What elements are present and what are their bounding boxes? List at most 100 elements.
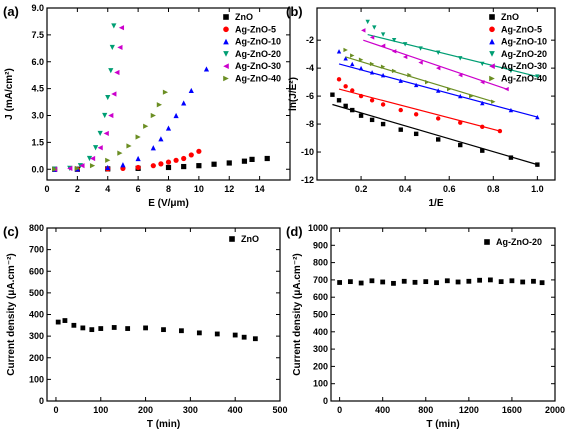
y-tick-label: 300 xyxy=(29,331,44,341)
data-point xyxy=(391,49,397,54)
legend-marker xyxy=(489,63,495,69)
y-tick-label: 800 xyxy=(29,223,44,233)
data-point xyxy=(480,124,485,130)
data-point xyxy=(491,99,496,104)
panel-label: (d) xyxy=(286,224,303,239)
data-point xyxy=(241,334,247,340)
y-tick-label: 200 xyxy=(313,361,328,371)
data-point xyxy=(336,98,342,103)
data-point xyxy=(361,28,366,33)
data-point xyxy=(126,143,132,149)
data-point xyxy=(380,32,386,37)
data-point xyxy=(108,112,114,119)
data-point xyxy=(434,280,439,286)
y-axis-title: Current density (μA.cm⁻²) xyxy=(6,253,17,376)
data-point xyxy=(520,279,526,285)
legend-label: Ag-ZnO-20 xyxy=(235,49,281,59)
data-point xyxy=(109,44,115,51)
x-tick-label: 400 xyxy=(228,405,243,415)
x-tick-label: 0 xyxy=(53,405,58,415)
x-tick-label: 1600 xyxy=(502,405,522,415)
data-point xyxy=(350,61,355,67)
data-point xyxy=(535,162,540,167)
y-tick-label: 6.0 xyxy=(31,57,44,67)
x-tick-label: 1.0 xyxy=(531,184,544,194)
x-tick-label: 8 xyxy=(166,184,171,194)
chart-panel-4: (d) 0 400 800 1200 1600 2000 0 100 200 300 400 500 60… xyxy=(286,223,565,430)
data-point xyxy=(97,145,103,151)
axis-ticks xyxy=(331,227,556,402)
legend-marker xyxy=(223,26,229,33)
fit-line xyxy=(367,33,538,78)
data-point xyxy=(480,61,485,67)
data-point xyxy=(402,42,408,47)
data-point xyxy=(173,157,179,163)
series-ag-zno-40 xyxy=(51,89,169,172)
x-tick-label: 2 xyxy=(75,184,80,194)
data-point xyxy=(120,162,126,168)
data-point xyxy=(358,280,364,286)
y-tick-label: 0.0 xyxy=(31,164,44,174)
series-zno xyxy=(330,92,540,167)
legend-label: Ag-ZnO-40 xyxy=(235,74,281,84)
data-point xyxy=(369,278,375,284)
x-tick-label: 0.2 xyxy=(355,184,368,194)
data-point xyxy=(226,160,232,166)
data-point xyxy=(62,318,68,323)
data-point xyxy=(156,102,162,108)
data-point xyxy=(135,164,141,171)
data-point xyxy=(458,56,463,61)
data-point xyxy=(380,121,386,127)
legend-label: ZnO xyxy=(235,12,253,22)
series-ag-zno-20 xyxy=(51,23,117,172)
data-point xyxy=(118,25,125,31)
series-ag-zno-20 xyxy=(365,19,540,79)
fit-line xyxy=(332,103,538,166)
data-point xyxy=(165,164,172,171)
data-point xyxy=(398,107,403,113)
legend-label: ZnO xyxy=(501,12,519,22)
y-tick-label: 1000 xyxy=(308,223,328,233)
data-point xyxy=(398,78,403,83)
data-point xyxy=(105,164,111,171)
data-point xyxy=(111,23,117,29)
data-point xyxy=(407,72,412,78)
data-point xyxy=(509,278,515,284)
y-tick-label: 300 xyxy=(313,344,328,354)
data-point xyxy=(249,156,255,162)
data-point xyxy=(264,155,270,162)
data-point xyxy=(365,19,370,25)
data-point xyxy=(179,328,184,334)
data-point xyxy=(135,134,141,140)
data-point xyxy=(337,280,343,285)
data-point xyxy=(508,107,514,113)
y-axis-title: ln(J/E²) xyxy=(288,77,299,111)
data-point xyxy=(350,53,355,58)
data-point xyxy=(480,79,485,85)
data-point xyxy=(458,72,463,78)
fit-line xyxy=(338,88,501,132)
data-point xyxy=(114,69,120,76)
legend-label: Ag-ZnO-10 xyxy=(235,37,281,47)
data-point xyxy=(79,163,85,169)
data-point xyxy=(358,93,364,99)
data-point xyxy=(444,278,450,284)
data-point xyxy=(401,278,407,284)
plot-frame xyxy=(46,227,281,402)
data-point xyxy=(188,152,194,158)
y-tick-label: -6 xyxy=(306,91,314,101)
data-point xyxy=(458,93,463,99)
data-point xyxy=(380,43,386,48)
x-tick-label: 0.6 xyxy=(443,184,456,194)
series-ag-zno-10 xyxy=(51,66,210,172)
y-tick-label: 4.5 xyxy=(31,84,44,94)
data-point xyxy=(380,279,386,285)
data-point xyxy=(51,166,58,172)
legend-marker xyxy=(489,26,495,33)
legend-marker xyxy=(489,51,495,57)
data-point xyxy=(413,82,419,88)
x-axis-title: T (min) xyxy=(147,419,180,430)
data-point xyxy=(80,325,86,331)
data-point xyxy=(97,130,103,137)
